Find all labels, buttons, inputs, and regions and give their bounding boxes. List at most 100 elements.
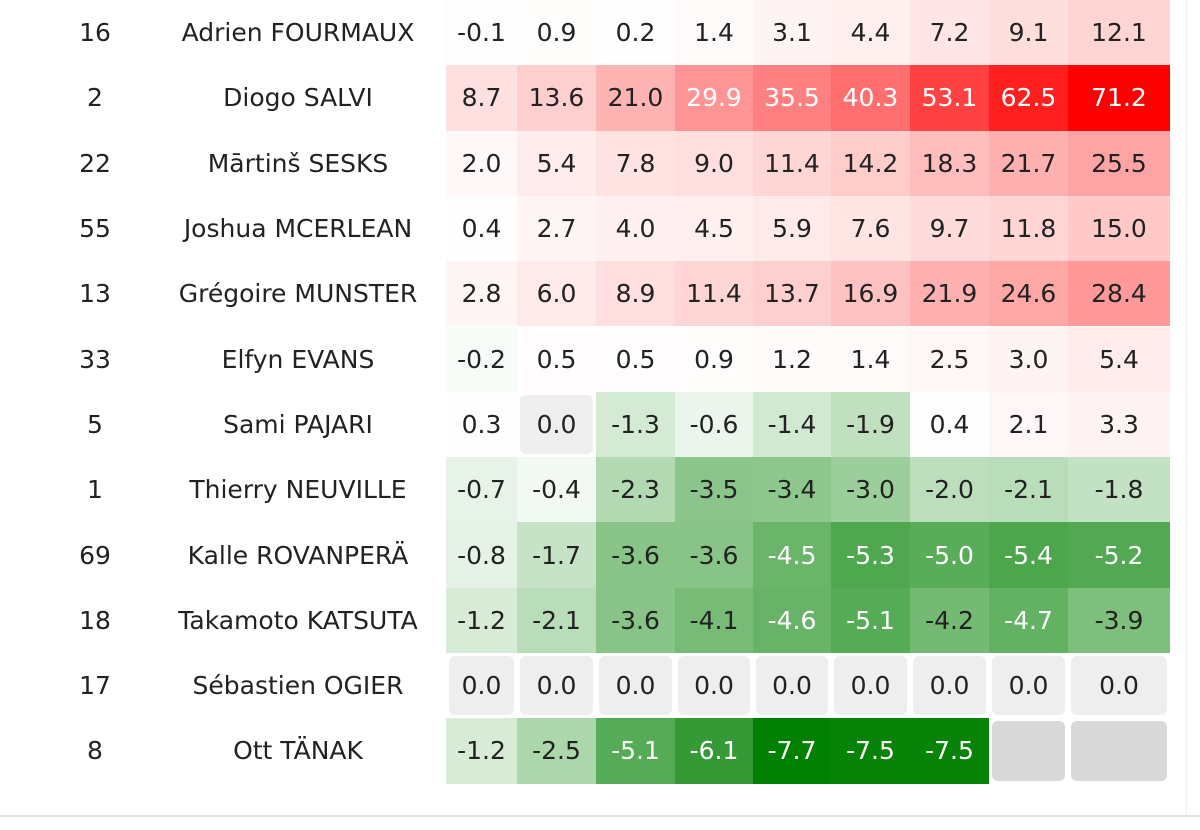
value-cell: 2.8 [446,261,517,327]
value-cell: -0.6 [675,391,753,458]
driver-number: 69 [79,540,111,570]
driver-name: Elfyn EVANS [221,344,375,374]
value-cell: -4.6 [753,587,831,653]
empty-cell [992,721,1065,781]
value-cell: 9.1 [989,0,1068,66]
driver-name: Ott TÄNAK [233,736,363,766]
value-cell: 13.6 [517,65,596,131]
border [1186,0,1187,815]
value-cell: -3.4 [753,457,831,523]
value-cell: 5.9 [753,195,831,262]
value-cell: 0.0 [834,656,907,716]
value-cell: 4.4 [831,0,910,66]
value-cell: 25.5 [1068,130,1170,196]
value-cell: 24.6 [989,261,1068,327]
value-cell: 4.5 [675,195,753,262]
value-cell: -4.5 [753,522,831,588]
driver-name: Kalle ROVANPERÄ [187,540,409,570]
value-cell: 2.1 [989,391,1068,458]
driver-number: 8 [87,736,103,766]
driver-number: 18 [79,605,111,635]
value-cell: 0.0 [678,656,750,716]
value-cell: -5.3 [831,522,910,588]
value-cell: 1.4 [675,0,753,66]
value-cell: 21.9 [910,261,989,327]
value-cell: 2.7 [517,195,596,262]
value-cell: -3.0 [831,457,910,523]
value-cell: 12.1 [1068,0,1170,66]
value-cell: 0.0 [599,656,672,716]
value-cell: 14.2 [831,130,910,196]
value-cell: 0.4 [910,391,989,458]
value-cell: 35.5 [753,65,831,131]
value-cell: 53.1 [910,65,989,131]
driver-name: Mārtinš SESKS [207,148,389,178]
driver-number: 13 [79,279,111,309]
value-cell: -2.1 [517,587,596,653]
value-cell: 0.3 [446,391,517,458]
driver-number: 17 [79,671,111,701]
value-cell: 0.2 [596,0,675,66]
value-cell: 0.9 [517,0,596,66]
value-cell: -5.4 [989,522,1068,588]
value-cell: -5.2 [1068,522,1170,588]
value-cell: -0.1 [446,0,517,66]
value-cell: 18.3 [910,130,989,196]
driver-number: 22 [79,148,111,178]
value-cell: 5.4 [1068,326,1170,392]
value-cell: -3.6 [596,522,675,588]
value-cell: 62.5 [989,65,1068,131]
value-cell: 15.0 [1068,195,1170,262]
value-cell: 8.7 [446,65,517,131]
value-cell: -6.1 [675,718,753,784]
value-cell: -1.3 [596,391,675,458]
driver-name: Thierry NEUVILLE [189,475,407,505]
value-cell: 0.0 [520,394,593,455]
driver-name: Grégoire MUNSTER [178,279,418,309]
value-cell: 0.0 [520,656,593,716]
value-cell: -0.8 [446,522,517,588]
value-cell: 29.9 [675,65,753,131]
value-cell: 2.0 [446,130,517,196]
value-cell: -0.2 [446,326,517,392]
driver-name: Diogo SALVI [223,83,373,113]
value-cell: -1.8 [1068,457,1170,523]
value-cell: -0.7 [446,457,517,523]
value-cell: 13.7 [753,261,831,327]
value-cell: -1.9 [831,391,910,458]
value-cell: -3.5 [675,457,753,523]
value-cell: -7.5 [831,718,910,784]
border [0,815,1200,817]
value-cell: 4.0 [596,195,675,262]
driver-name: Adrien FOURMAUX [181,18,415,48]
value-cell: 0.0 [756,656,828,716]
value-cell: 71.2 [1068,65,1170,131]
driver-number: 1 [87,475,103,505]
value-cell: 5.4 [517,130,596,196]
driver-number: 16 [79,18,111,48]
value-cell: 0.4 [446,195,517,262]
value-cell: -3.6 [675,522,753,588]
value-cell: -5.0 [910,522,989,588]
value-cell: 1.4 [831,326,910,392]
value-cell: 2.5 [910,326,989,392]
value-cell: 16.9 [831,261,910,327]
driver-name: Sami PAJARI [223,409,373,439]
value-cell: -1.4 [753,391,831,458]
value-cell: 3.0 [989,326,1068,392]
value-cell: -3.9 [1068,587,1170,653]
driver-name: Sébastien OGIER [192,671,404,701]
value-cell: -1.2 [446,718,517,784]
driver-number: 2 [87,83,103,113]
value-cell: 0.0 [1071,656,1167,716]
value-cell: -4.1 [675,587,753,653]
value-cell: 6.0 [517,261,596,327]
value-cell: 28.4 [1068,261,1170,327]
value-cell: -1.7 [517,522,596,588]
value-cell: -2.5 [517,718,596,784]
driver-number: 33 [79,344,111,374]
value-cell: 21.7 [989,130,1068,196]
value-cell: -4.2 [910,587,989,653]
value-cell: 9.0 [675,130,753,196]
